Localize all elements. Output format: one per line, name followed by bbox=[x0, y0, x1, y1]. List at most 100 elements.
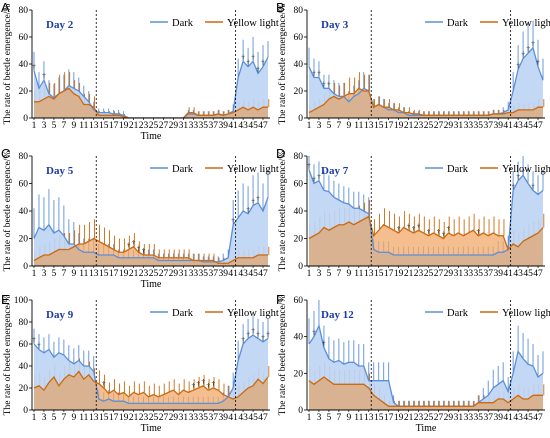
x-tick-label: 7 bbox=[336, 413, 341, 423]
x-tick-label: 3 bbox=[317, 121, 322, 131]
x-tick-label: 19 bbox=[119, 269, 129, 279]
x-tick-label: 29 bbox=[169, 269, 179, 279]
x-tick-label: 21 bbox=[404, 121, 414, 131]
yellow-line bbox=[33, 370, 269, 400]
y-tick-label: 20 bbox=[294, 235, 304, 245]
x-tick-label: 35 bbox=[199, 413, 209, 423]
legend-dark-label: Dark bbox=[172, 164, 194, 175]
significance-marker: † bbox=[37, 342, 41, 350]
overlap-area bbox=[34, 88, 268, 118]
x-tick-label: 23 bbox=[414, 269, 424, 279]
x-tick-label: 47 bbox=[533, 413, 543, 423]
x-tick-label: 7 bbox=[336, 269, 341, 279]
y-axis-label: The rate of beetle emergence/% bbox=[2, 295, 13, 416]
significance-marker: † bbox=[211, 380, 215, 388]
x-tick-label: 41 bbox=[503, 121, 513, 131]
significance-marker: † bbox=[442, 231, 446, 239]
x-tick-label: 7 bbox=[61, 121, 66, 131]
yellow-area bbox=[34, 238, 268, 266]
significance-marker: † bbox=[397, 225, 401, 233]
significance-marker: † bbox=[32, 336, 36, 344]
x-tick-label: 17 bbox=[384, 413, 394, 423]
legend-yellow-label: Yellow light bbox=[502, 18, 550, 29]
x-tick-label: 17 bbox=[384, 121, 394, 131]
y-tick-label: 80 bbox=[19, 6, 29, 16]
significance-marker: † bbox=[202, 378, 206, 386]
x-tick-label: 15 bbox=[374, 121, 384, 131]
x-tick-label: 1 bbox=[307, 269, 312, 279]
significance-marker: † bbox=[312, 329, 316, 337]
x-tick-label: 21 bbox=[129, 413, 139, 423]
x-tick-label: 5 bbox=[327, 121, 332, 131]
significance-marker: † bbox=[32, 63, 36, 71]
significance-marker: † bbox=[192, 382, 196, 390]
x-tick-label: 21 bbox=[129, 269, 139, 279]
x-tick-label: 29 bbox=[444, 121, 454, 131]
y-tick-label: 0 bbox=[298, 262, 303, 272]
x-tick-label: 29 bbox=[169, 121, 179, 131]
x-tick-label: 15 bbox=[99, 413, 109, 423]
x-tick-label: 37 bbox=[483, 121, 493, 131]
y-tick-label: 60 bbox=[19, 33, 29, 43]
significance-marker: † bbox=[437, 228, 441, 236]
x-tick-label: 27 bbox=[159, 269, 169, 279]
x-tick-label: 13 bbox=[89, 269, 99, 279]
x-tick-label: 39 bbox=[218, 121, 228, 131]
significance-marker: † bbox=[246, 206, 250, 214]
x-tick-label: 25 bbox=[424, 269, 434, 279]
x-tick-label: 15 bbox=[374, 269, 384, 279]
significance-markers: †† bbox=[312, 329, 326, 348]
error-bars bbox=[33, 169, 270, 264]
plot-area bbox=[308, 20, 545, 118]
x-tick-label: 13 bbox=[364, 413, 374, 423]
overlap-area bbox=[309, 91, 543, 118]
y-tick-label: 40 bbox=[294, 207, 304, 217]
x-tick-label: 43 bbox=[513, 269, 523, 279]
day-label: Day 2 bbox=[46, 19, 74, 31]
significance-marker: † bbox=[511, 182, 515, 190]
significance-marker: † bbox=[536, 59, 540, 67]
panel-letter: D bbox=[276, 146, 285, 161]
y-axis-label: The rate of beetle emergence/% bbox=[2, 151, 13, 272]
x-tick-label: 37 bbox=[483, 413, 493, 423]
significance-marker: † bbox=[197, 380, 201, 388]
x-tick-label: 27 bbox=[434, 121, 444, 131]
x-tick-label: 5 bbox=[52, 413, 57, 423]
y-tick-label: 40 bbox=[19, 207, 29, 217]
x-tick-label: 19 bbox=[394, 413, 404, 423]
panel-letter: C bbox=[1, 146, 10, 161]
legend-dark-label: Dark bbox=[447, 308, 469, 319]
x-tick-label: 7 bbox=[61, 269, 66, 279]
x-tick-label: 5 bbox=[52, 121, 57, 131]
significance-marker: † bbox=[261, 334, 265, 342]
significance-markers: † †† †††††† bbox=[312, 40, 540, 89]
y-tick-label: 20 bbox=[19, 235, 29, 245]
x-tick-label: 27 bbox=[159, 413, 169, 423]
day-label: Day 3 bbox=[321, 19, 349, 31]
significance-marker: † bbox=[241, 53, 245, 61]
y-tick-label: 60 bbox=[294, 33, 304, 43]
x-tick-label: 19 bbox=[394, 269, 404, 279]
significance-markers: ††††††† bbox=[32, 53, 265, 80]
x-tick-label: 33 bbox=[464, 121, 474, 131]
x-tick-label: 11 bbox=[79, 413, 88, 423]
y-tick-label: 80 bbox=[294, 152, 304, 162]
x-tick-label: 23 bbox=[139, 413, 149, 423]
x-tick-label: 39 bbox=[218, 413, 228, 423]
x-tick-label: 35 bbox=[474, 121, 484, 131]
dark-line bbox=[33, 197, 269, 263]
significance-marker: † bbox=[327, 80, 331, 88]
significance-marker: † bbox=[427, 228, 431, 236]
x-tick-label: 41 bbox=[503, 413, 513, 423]
x-tick-label: 11 bbox=[79, 121, 88, 131]
x-tick-label: 45 bbox=[248, 121, 258, 131]
yellow-area bbox=[34, 371, 268, 410]
significance-marker: † bbox=[127, 242, 131, 250]
panel-letter: E bbox=[1, 292, 10, 307]
y-tick-label: 0 bbox=[23, 114, 28, 124]
significance-marker: † bbox=[102, 380, 106, 388]
day-label: Day 9 bbox=[46, 309, 74, 321]
